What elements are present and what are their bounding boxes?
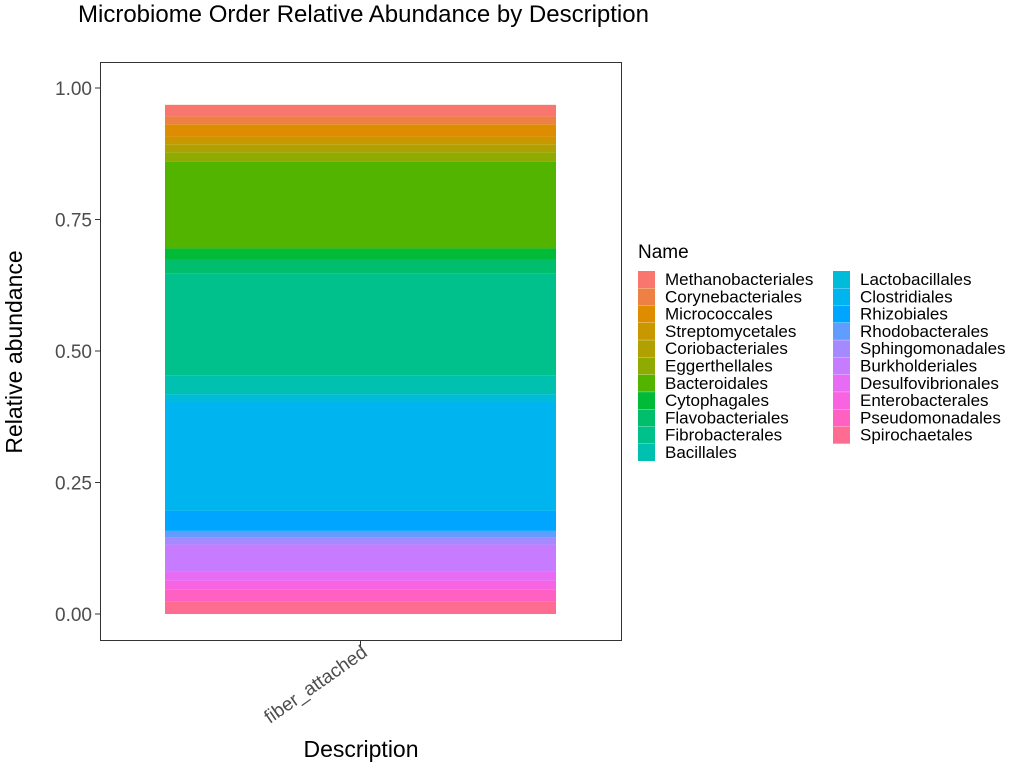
legend-label: Desulfovibrionales [860, 374, 999, 393]
legend-key [833, 271, 850, 288]
legend-key [638, 357, 655, 375]
y-tick-label: 0.75 [55, 211, 92, 232]
legend-key [833, 357, 850, 375]
bar-segment-rhizobiales [165, 510, 556, 531]
bar-segment-cytophagales [165, 248, 556, 260]
legend-key [833, 426, 850, 444]
legend-label: Bacillales [665, 443, 737, 462]
legend-label: Fibrobacterales [665, 426, 782, 445]
bar-segment-sphingomonadales [165, 537, 556, 545]
bar-segment-eggerthellales [165, 152, 556, 162]
legend-label: Enterobacterales [860, 391, 989, 410]
legend-key [638, 409, 655, 427]
bar-segment-flavobacteriales [165, 259, 556, 274]
bar-segment-methanobacteriales [165, 104, 556, 117]
bar-segment-pseudomonadales [165, 589, 556, 602]
legend-key [638, 271, 655, 288]
legend-label: Rhizobiales [860, 305, 948, 324]
y-axis-title: Relative abundance [1, 250, 27, 453]
chart-title: Microbiome Order Relative Abundance by D… [78, 1, 649, 28]
legend-key [638, 426, 655, 444]
legend-key [638, 322, 655, 340]
legend-label: Micrococcales [665, 305, 773, 324]
y-tick-label: 0.00 [55, 605, 92, 626]
legend-label: Clostridiales [860, 287, 953, 306]
legend-label: Sphingomonadales [860, 339, 1006, 358]
y-tick-label: 1.00 [55, 79, 92, 100]
x-axis-ticks: fiber_attached [261, 641, 372, 728]
legend-key [833, 374, 850, 392]
legend-key [638, 444, 655, 461]
legend-label: Bacteroidales [665, 374, 768, 393]
legend-label: Spirochaetales [860, 426, 972, 445]
legend-label: Rhodobacterales [860, 322, 989, 341]
legend-label: Burkholderiales [860, 357, 977, 376]
bar-segment-fibrobacterales [165, 273, 556, 376]
legend-label: Pseudomonadales [860, 408, 1001, 427]
bar-segment-clostridiales [165, 401, 556, 511]
bar-segment-coriobacteriales [165, 144, 556, 153]
y-tick-label: 0.50 [55, 342, 92, 363]
y-tick-label: 0.25 [55, 474, 92, 495]
legend-label: Eggerthellales [665, 357, 773, 376]
bar-segment-corynebacteriales [165, 116, 556, 125]
legend-label: Methanobacteriales [665, 270, 813, 289]
legend-label: Coriobacteriales [665, 339, 788, 358]
legend-key [638, 340, 655, 358]
x-tick-label: fiber_attached [261, 642, 372, 728]
legend-label: Lactobacillales [860, 270, 972, 289]
bar-segment-bacillales [165, 375, 556, 395]
bar-segment-burkholderiales [165, 544, 556, 572]
bar-segment-desulfovibrionales [165, 571, 556, 581]
legend-key [833, 409, 850, 427]
bar-stack-group [165, 104, 556, 614]
bar-segment-enterobacterales [165, 580, 556, 590]
legend: Name MethanobacterialesCorynebacteriales… [638, 242, 1006, 462]
legend-title: Name [638, 242, 689, 263]
legend-key [833, 392, 850, 410]
bar-segment-micrococcales [165, 124, 556, 137]
legend-label: Streptomycetales [665, 322, 796, 341]
legend-key [638, 374, 655, 392]
legend-key [833, 305, 850, 323]
legend-label: Cytophagales [665, 391, 769, 410]
y-axis-ticks: 0.00 0.25 0.50 0.75 1.00 [55, 79, 100, 626]
bar-segment-bacteroidales [165, 161, 556, 249]
legend-key [833, 288, 850, 306]
bar-segment-rhodobacterales [165, 530, 556, 538]
legend-label: Corynebacteriales [665, 287, 802, 306]
legend-key [638, 288, 655, 306]
legend-key [638, 392, 655, 410]
legend-key [638, 305, 655, 323]
legend-key [833, 322, 850, 340]
bar-segment-streptomycetales [165, 136, 556, 145]
bar-segment-lactobacillales [165, 394, 556, 402]
bar-segment-spirochaetales [165, 601, 556, 614]
legend-label: Flavobacteriales [665, 408, 789, 427]
x-axis-title: Description [303, 736, 418, 762]
panel-border [100, 62, 622, 641]
legend-key [833, 340, 850, 358]
